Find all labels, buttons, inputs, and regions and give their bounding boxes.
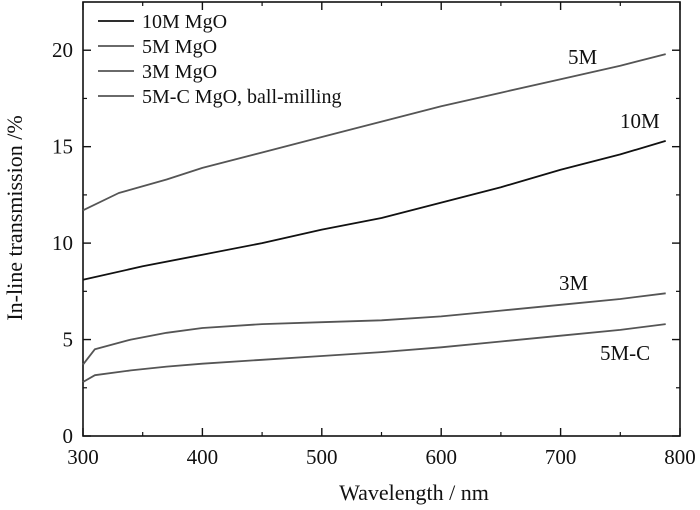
x-axis-label: Wavelength / nm xyxy=(339,480,489,505)
data-series xyxy=(82,53,666,383)
curve-labels: 10M 5M 3M 5M-C xyxy=(559,45,660,365)
series-line-1 xyxy=(82,53,666,212)
x-tick-label: 400 xyxy=(187,445,219,469)
series-line-3 xyxy=(82,323,666,383)
x-tick-label: 500 xyxy=(306,445,338,469)
curve-label-2: 3M xyxy=(559,271,589,295)
y-tick-label: 0 xyxy=(63,424,74,448)
y-tick-label: 10 xyxy=(52,231,73,255)
legend-entry-2: 3M MgO xyxy=(142,61,217,83)
legend: 10M MgO 5M MgO 3M MgO 5M-C MgO, ball-millin… xyxy=(98,11,341,108)
x-tick-label: 600 xyxy=(425,445,457,469)
axis-ticks: 300 400 500 600 700 800 0 5 10 15 20 xyxy=(52,2,696,469)
curve-label-1: 5M xyxy=(568,45,598,69)
legend-entry-0: 10M MgO xyxy=(142,11,227,33)
y-tick-label: 15 xyxy=(52,135,73,159)
y-axis-label: In-line transmission /% xyxy=(2,115,27,320)
x-tick-label: 700 xyxy=(545,445,577,469)
series-line-0 xyxy=(82,140,666,281)
legend-entry-3: 5M-C MgO, ball-milling xyxy=(142,86,341,108)
y-tick-label: 20 xyxy=(52,38,73,62)
curve-label-0: 10M xyxy=(620,109,660,133)
legend-entry-1: 5M MgO xyxy=(142,36,217,58)
x-tick-label: 800 xyxy=(664,445,696,469)
x-tick-label: 300 xyxy=(67,445,99,469)
series-line-2 xyxy=(82,292,666,366)
y-tick-label: 5 xyxy=(63,328,74,352)
curve-label-3: 5M-C xyxy=(600,341,650,365)
